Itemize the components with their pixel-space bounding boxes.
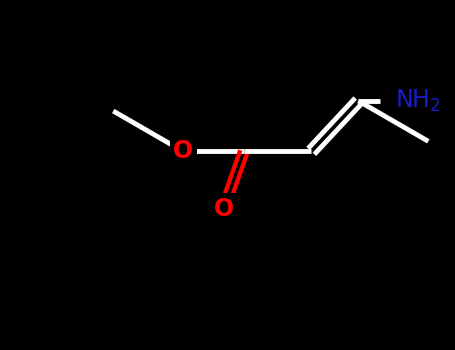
Text: NH$_2$: NH$_2$ [395, 88, 441, 114]
Text: O: O [173, 139, 193, 163]
Text: O: O [213, 197, 234, 221]
